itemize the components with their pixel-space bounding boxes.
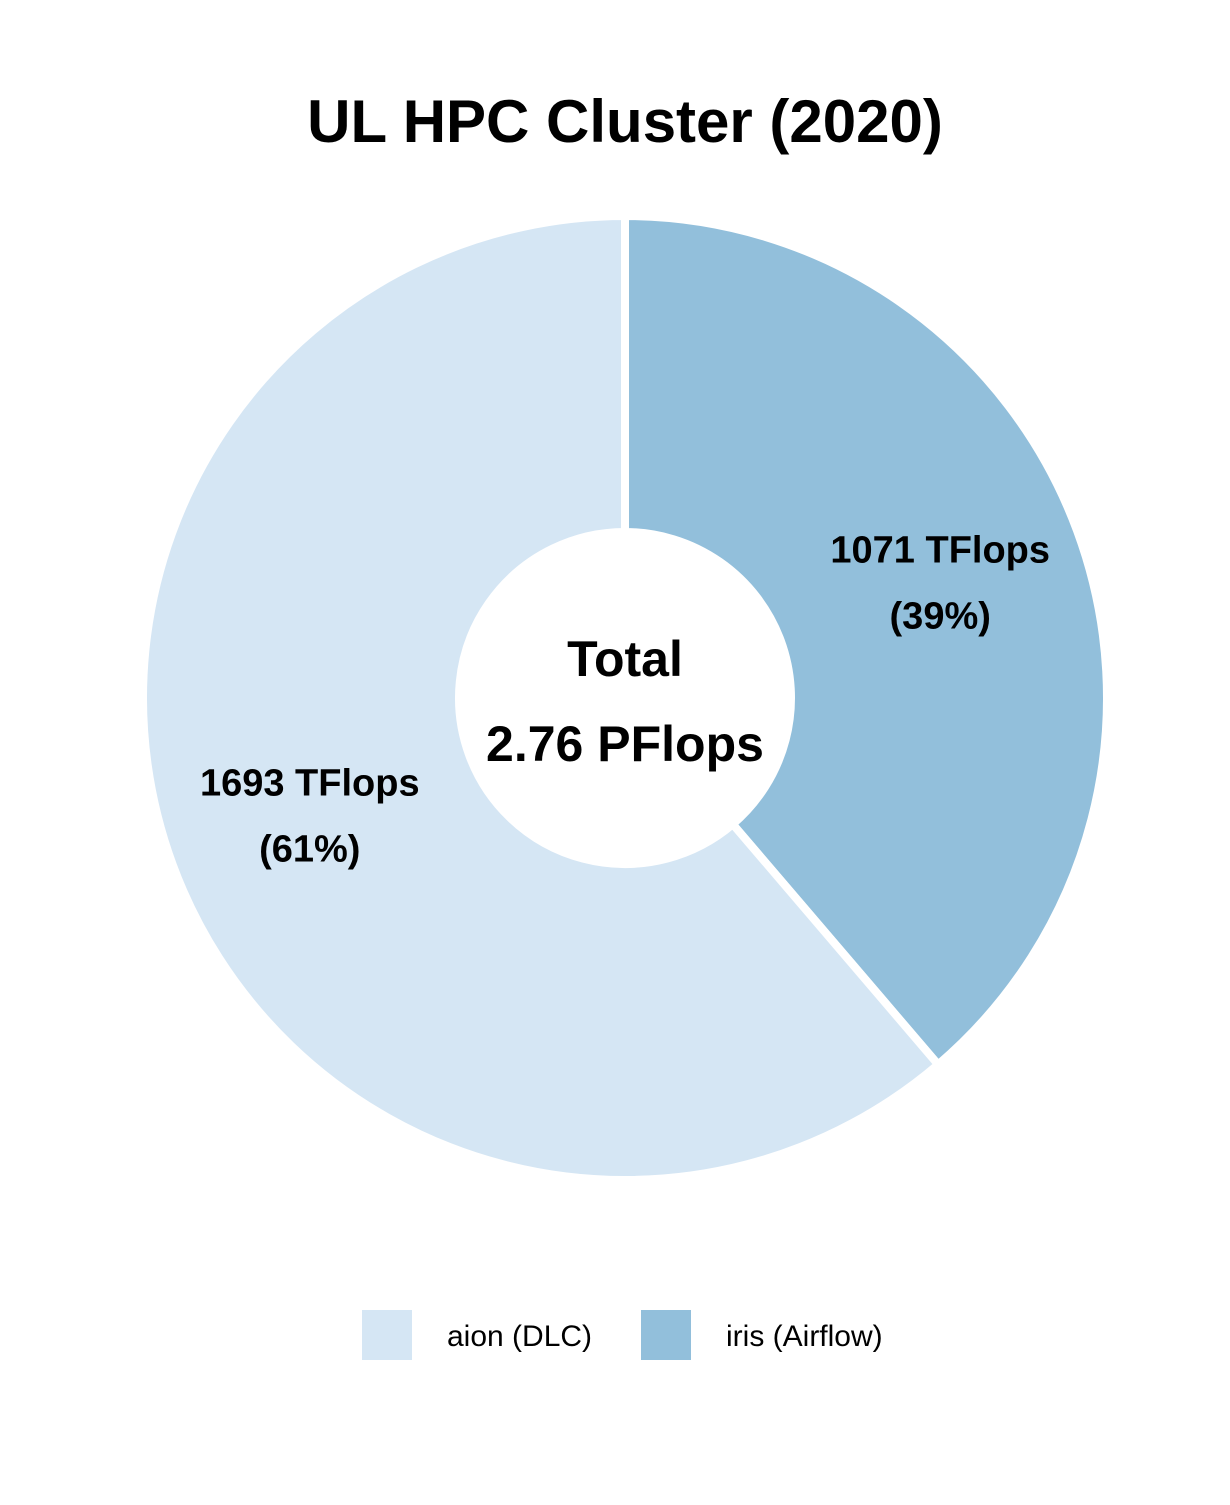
legend-item: iris (Airflow): [641, 1310, 883, 1360]
donut-slice-aion: [139, 211, 944, 1184]
legend-item: aion (DLC): [362, 1310, 592, 1360]
legend-swatch: [641, 1310, 691, 1360]
legend-label: iris (Airflow): [726, 1320, 883, 1353]
legend: aion (DLC) iris (Airflow): [362, 1310, 883, 1360]
slice-percent-label: (61%): [259, 828, 360, 870]
legend-label: aion (DLC): [447, 1320, 592, 1353]
center-label-line2: 2.76 PFlops: [486, 716, 764, 772]
legend-swatch: [362, 1310, 412, 1360]
slices-layer: [139, 211, 1111, 1184]
slice-value-label: 1693 TFlops: [200, 762, 420, 804]
slice-labels-layer: 1071 TFlops (39%) 1693 TFlops (61%): [200, 530, 1050, 871]
center-label-line1: Total: [567, 631, 683, 687]
slice-percent-label: (39%): [890, 596, 991, 638]
slice-value-label: 1071 TFlops: [830, 530, 1050, 572]
chart-title: UL HPC Cluster (2020): [307, 88, 943, 155]
donut-slice-iris: [621, 211, 1111, 1071]
